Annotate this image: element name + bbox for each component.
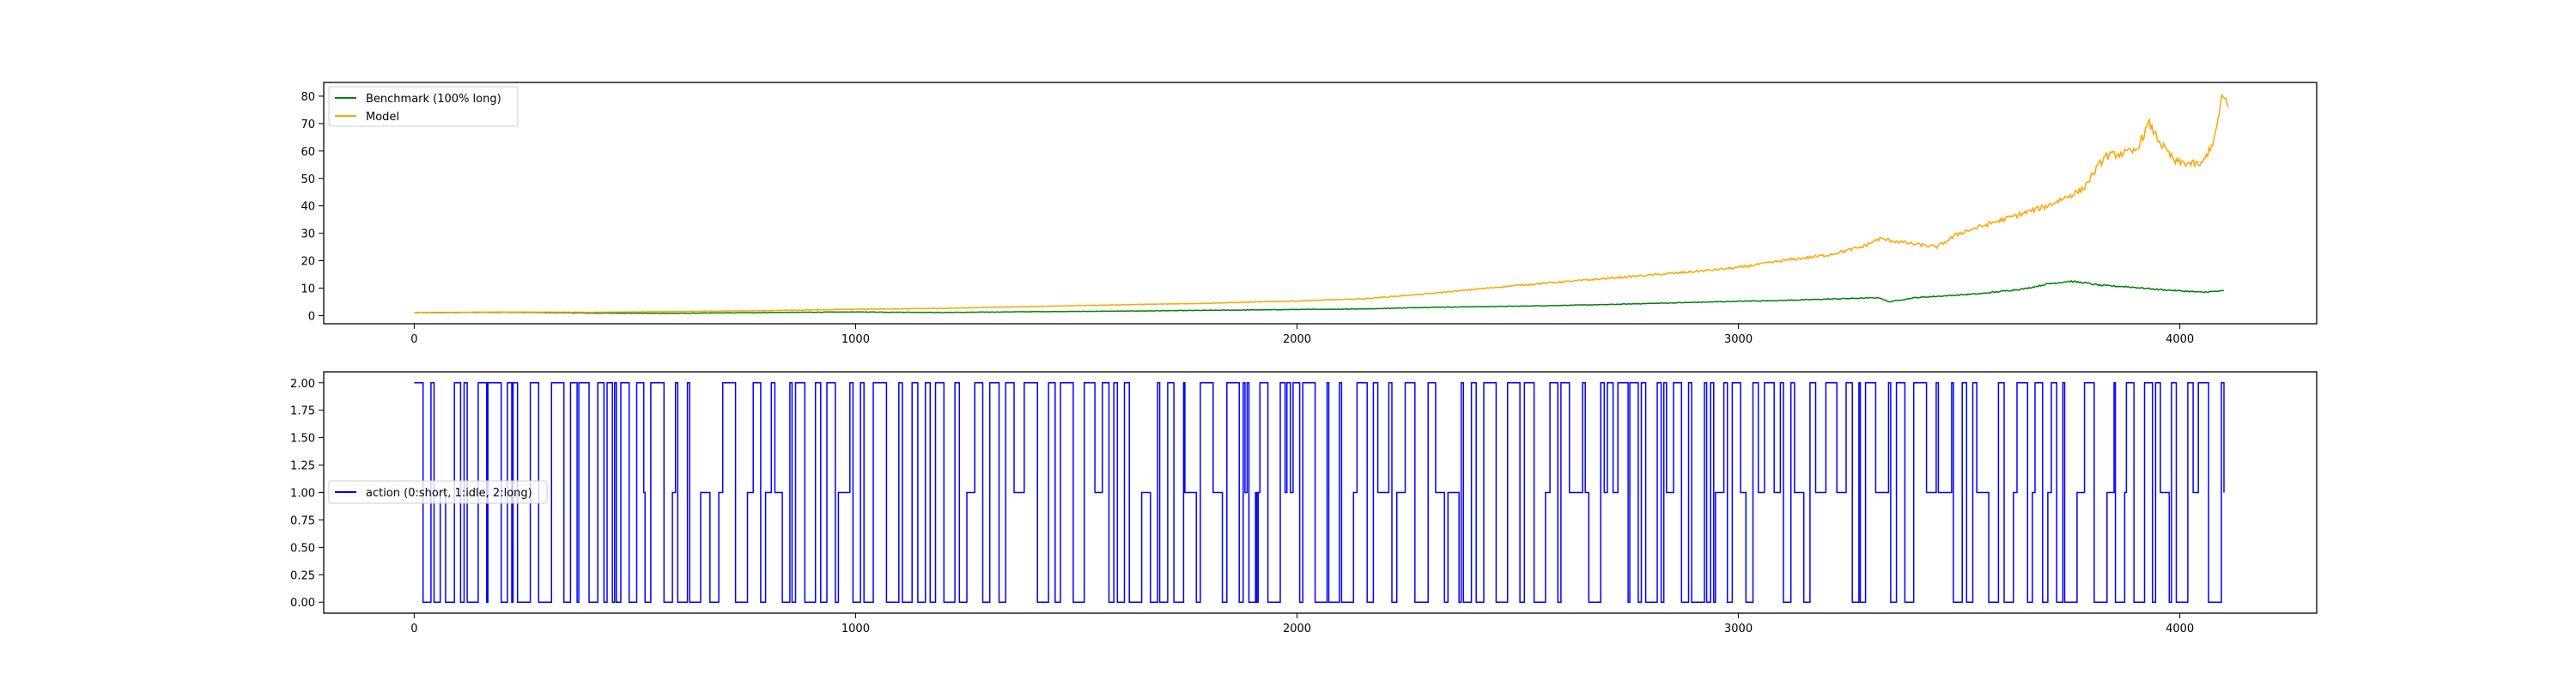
top-y-tick-label: 20	[301, 256, 315, 269]
bottom-legend-box	[328, 480, 548, 504]
top-y-tick-label: 0	[308, 310, 315, 323]
top-x-axis: 0 1000 2000 3000 4000	[410, 324, 2194, 346]
series-line-action	[414, 382, 2225, 603]
series-line-model	[414, 94, 2229, 314]
legend-label-action: action (0:short, 1:idle, 2:long)	[366, 487, 532, 500]
top-y-tick-label: 30	[301, 228, 315, 241]
top-x-tick-label: 1000	[841, 333, 870, 346]
top-y-tick-label: 40	[301, 201, 315, 214]
bottom-y-axis: 0.00 0.25 0.50 0.75 1.00 1.25 1.50 1.75 2.00	[290, 378, 324, 610]
top-legend-box	[328, 86, 519, 127]
bottom-x-tick-label: 1000	[841, 623, 870, 635]
bottom-y-tick-label: 1.50	[290, 433, 315, 446]
top-series-layer	[414, 94, 2229, 314]
legend-label-model: Model	[366, 111, 399, 124]
top-y-axis: 0 10 20 30 40 50 60 70 80	[301, 91, 324, 323]
bottom-y-tick-label: 1.75	[290, 405, 315, 418]
bottom-series-layer	[414, 382, 2225, 603]
bottom-y-tick-label: 0.00	[290, 597, 315, 610]
top-axes-frame	[323, 82, 2318, 325]
bottom-legend: action (0:short, 1:idle, 2:long)	[328, 480, 548, 504]
top-x-tick-label: 3000	[1724, 333, 1753, 346]
bottom-axes-frame	[323, 371, 2318, 614]
top-y-tick-label: 10	[301, 283, 315, 295]
portfolio-value-panel: 0 10 20 30 40 50 60 70 80 0 1000 2000 3000 4000 Benc…	[301, 82, 2318, 346]
bottom-x-tick-label: 2000	[1283, 623, 1311, 635]
bottom-y-tick-label: 1.25	[290, 460, 315, 473]
top-y-tick-label: 50	[301, 173, 315, 186]
bottom-x-tick-label: 4000	[2166, 623, 2194, 635]
bottom-y-tick-label: 0.25	[290, 569, 315, 582]
bottom-y-tick-label: 1.00	[290, 488, 315, 501]
top-x-tick-label: 2000	[1283, 333, 1311, 346]
bottom-x-axis: 0 1000 2000 3000 4000	[410, 613, 2194, 635]
top-y-tick-label: 70	[301, 119, 315, 131]
legend-label-benchmark: Benchmark (100% long)	[366, 93, 501, 106]
top-x-tick-label: 4000	[2166, 333, 2194, 346]
top-x-tick-label: 0	[410, 333, 417, 346]
top-legend: Benchmark (100% long) Model	[328, 86, 519, 127]
action-panel: 0.00 0.25 0.50 0.75 1.00 1.25 1.50 1.75 2.00 0 10…	[290, 371, 2318, 635]
bottom-y-tick-label: 2.00	[290, 378, 315, 391]
top-y-tick-label: 60	[301, 146, 315, 159]
bottom-x-tick-label: 0	[410, 623, 417, 635]
top-y-tick-label: 80	[301, 91, 315, 104]
bottom-x-tick-label: 3000	[1724, 623, 1753, 635]
bottom-y-tick-label: 0.50	[290, 542, 315, 555]
bottom-y-tick-label: 0.75	[290, 514, 315, 527]
series-line-benchmark	[414, 279, 2225, 314]
